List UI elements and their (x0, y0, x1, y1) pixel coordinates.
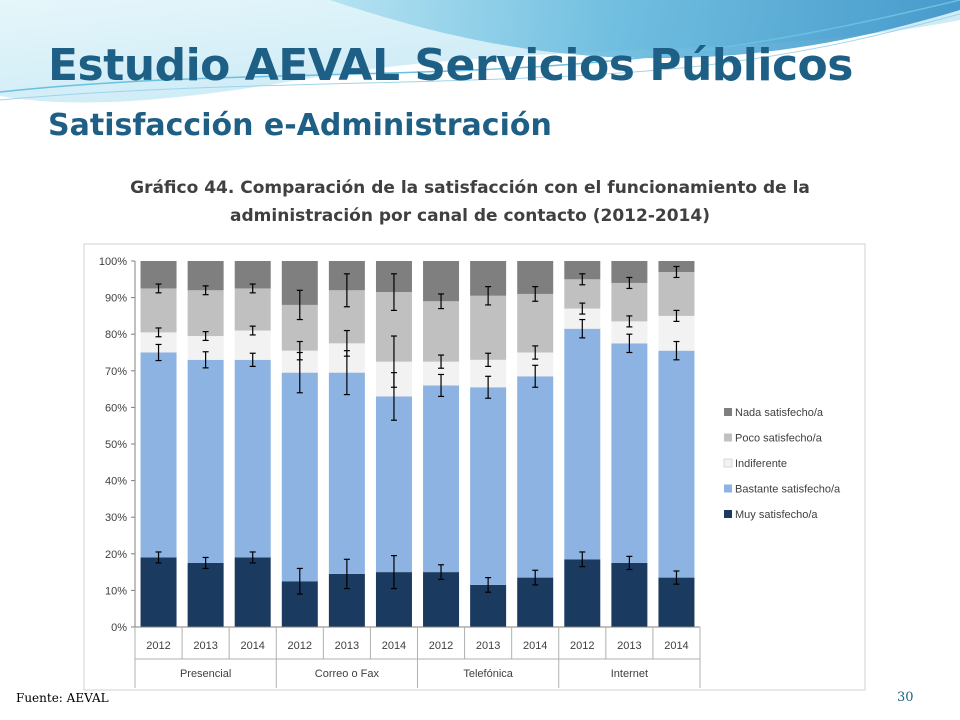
x-tick-label: 2014 (382, 640, 406, 652)
y-tick-label: 100% (99, 256, 127, 268)
x-tick-label: 2012 (429, 640, 453, 652)
legend-label: Bastante satisfecho/a (735, 484, 841, 496)
x-tick-label: 2012 (146, 640, 170, 652)
bar-segment (140, 352, 177, 558)
y-tick-label: 90% (105, 293, 127, 305)
legend-label: Muy satisfecho/a (735, 509, 818, 521)
x-tick-label: 2013 (335, 640, 359, 652)
slide-subtitle: Satisfacción e-Administración (48, 108, 552, 143)
bar-segment (517, 293, 554, 353)
bar-segment (234, 557, 271, 627)
slide-title: Estudio AEVAL Servicios Públicos (48, 40, 853, 91)
x-tick-label: 2012 (570, 640, 594, 652)
chart-title: Gráfico 44. Comparación de la satisfacci… (110, 174, 830, 230)
legend-swatch (724, 408, 732, 416)
bar-segment (187, 359, 224, 563)
bar-segment (423, 385, 460, 573)
header-wave-line-1 (0, 0, 960, 93)
bar-segment (564, 559, 601, 627)
page-number: 30 (897, 690, 914, 705)
x-tick-label: 2014 (240, 640, 264, 652)
bar-segment (611, 343, 648, 563)
bar-segment (658, 577, 695, 627)
legend-label: Nada satisfecho/a (735, 407, 824, 419)
x-tick-label: 2012 (288, 640, 312, 652)
y-tick-label: 0% (111, 622, 127, 634)
x-group-label: Telefónica (463, 668, 513, 680)
y-tick-label: 80% (105, 329, 127, 341)
bar-segment (187, 290, 224, 337)
bar-segment (658, 271, 695, 316)
bar-segment (140, 288, 177, 333)
x-group-label: Correo o Fax (315, 668, 380, 680)
y-tick-label: 40% (105, 476, 127, 488)
x-tick-label: 2013 (476, 640, 500, 652)
x-tick-label: 2014 (523, 640, 547, 652)
header-wave-dark (330, 0, 960, 59)
bar-segment (470, 295, 507, 360)
bar-segment (517, 577, 554, 627)
bar-segment (281, 372, 318, 582)
y-tick-label: 30% (105, 512, 127, 524)
y-tick-label: 60% (105, 402, 127, 414)
bar-segment (611, 282, 648, 322)
bar-segment (187, 562, 224, 627)
bar-segment (234, 288, 271, 331)
bar-segment (423, 572, 460, 627)
bar-segment (187, 336, 224, 360)
y-tick-label: 20% (105, 549, 127, 561)
x-group-label: Internet (611, 668, 648, 680)
bar-segment (611, 321, 648, 344)
legend-label: Poco satisfecho/a (735, 433, 823, 445)
bar-segment (564, 308, 601, 329)
bar-segment (328, 372, 365, 574)
x-group-label: Presencial (180, 668, 231, 680)
y-tick-label: 10% (105, 585, 127, 597)
y-tick-label: 50% (105, 439, 127, 451)
bar-segment (611, 562, 648, 627)
bar-segment (517, 376, 554, 578)
chart-title-line-2: administración por canal de contacto (20… (230, 206, 710, 226)
legend-swatch (724, 433, 732, 442)
bar-segment (140, 332, 177, 353)
x-tick-label: 2013 (193, 640, 217, 652)
bar-segment (517, 352, 554, 377)
bar-segment (234, 359, 271, 558)
bar-segment (423, 361, 460, 386)
bar-segment (564, 261, 601, 280)
header-wave-line-2 (0, 13, 960, 101)
legend-swatch (724, 484, 732, 493)
legend-label: Indiferente (735, 458, 787, 470)
x-tick-label: 2013 (617, 640, 641, 652)
bar-segment (375, 396, 412, 573)
bar-segment (140, 557, 177, 627)
bar-segment (564, 328, 601, 560)
bar-segment (423, 301, 460, 362)
x-tick-label: 2014 (664, 640, 688, 652)
y-tick-label: 70% (105, 366, 127, 378)
bar-segment (470, 387, 507, 585)
legend-swatch (723, 458, 733, 468)
chart-title-line-1: Gráfico 44. Comparación de la satisfacci… (130, 178, 810, 198)
source-note: Fuente: AEVAL (16, 691, 109, 705)
bar-segment (658, 350, 695, 578)
bar-segment (611, 261, 648, 283)
legend-swatch (724, 510, 732, 518)
